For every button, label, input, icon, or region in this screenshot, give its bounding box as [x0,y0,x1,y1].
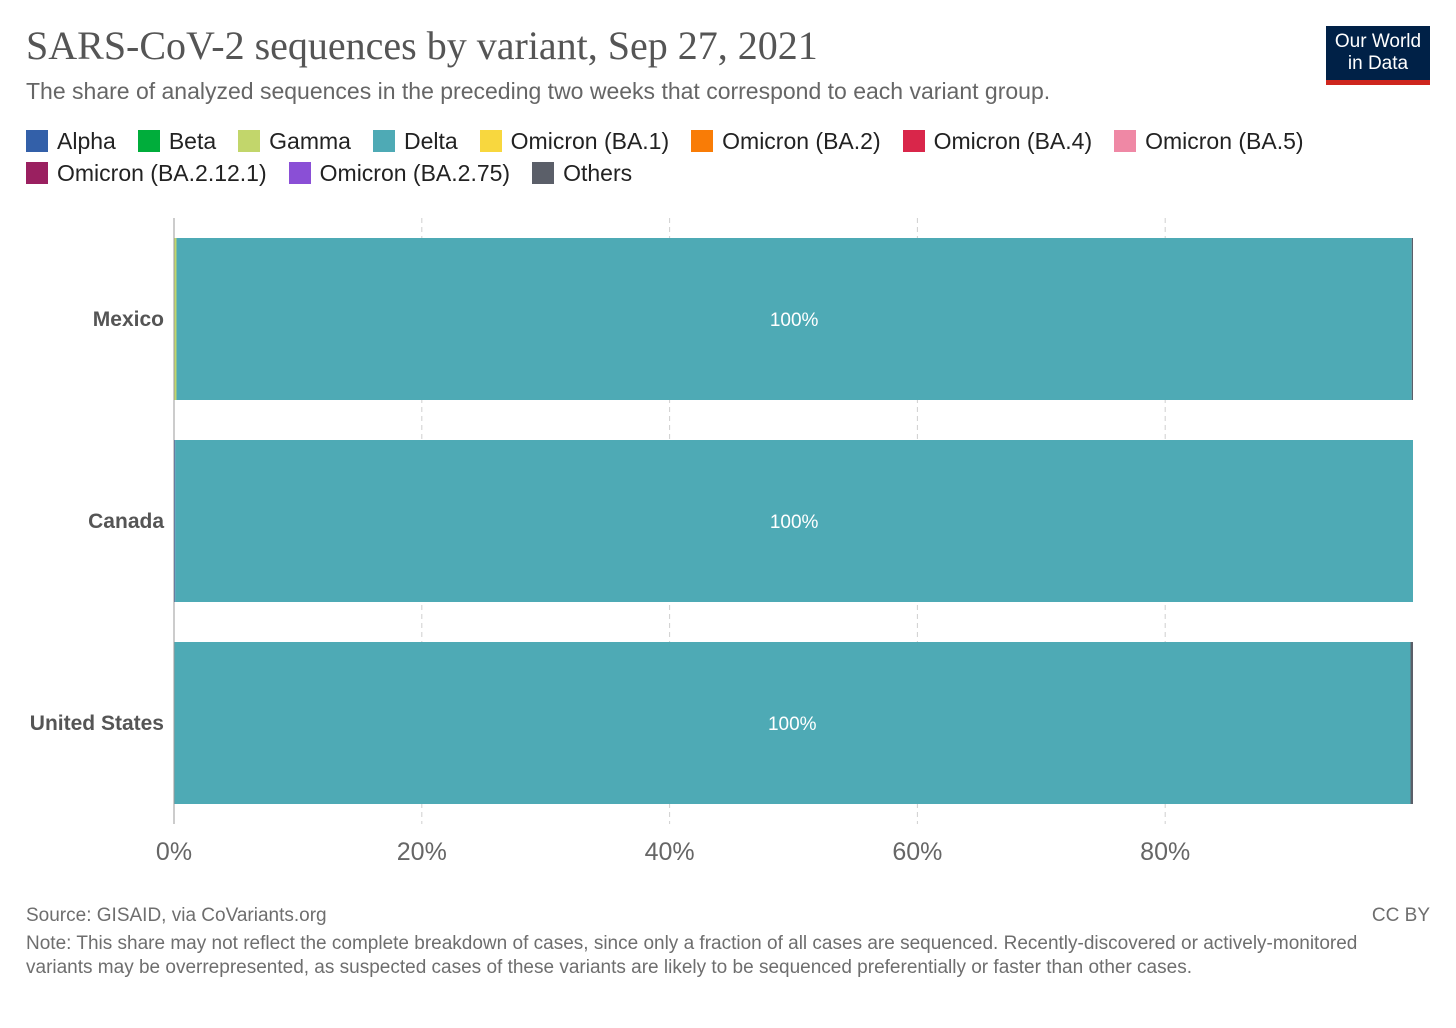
x-tick-label: 20% [397,838,447,866]
chart-subtitle: The share of analyzed sequences in the p… [26,78,1051,104]
legend-label: Omicron (BA.2.12.1) [57,159,267,186]
legend-item[interactable]: Omicron (BA.5) [1114,127,1304,154]
legend-label: Alpha [57,127,116,154]
logo-line-1: Our World [1334,31,1422,52]
chart-title: SARS-CoV-2 sequences by variant, Sep 27,… [26,23,818,68]
legend-swatch [532,162,555,184]
source-note: Source: GISAID, via CoVariants.org [26,905,327,926]
legend-label: Omicron (BA.2.75) [319,159,511,186]
legend-swatch [238,130,261,152]
bar-segment[interactable] [174,440,176,602]
legend-swatch [137,130,160,152]
legend-swatch [479,130,502,152]
legend-swatch [288,162,311,184]
legend-item[interactable]: Alpha [26,128,116,154]
legend-label: Omicron (BA.1) [510,127,670,154]
owid-logo[interactable]: Our World in Data [1326,26,1430,85]
legend-swatch [691,130,714,152]
bar-segment[interactable] [174,642,1411,804]
data-label: 100% [768,714,817,735]
category-label: Mexico [93,308,164,331]
legend-item[interactable]: Omicron (BA.2.12.1) [26,160,267,186]
legend: Alpha Beta Gamma Delta Omicron (BA.1) Omicron… [26,128,1426,186]
legend-label: Beta [168,127,217,154]
footnote: Note: This share may not reflect the com… [26,933,1358,978]
legend-label: Omicron (BA.2) [722,127,881,154]
legend-swatch [1114,130,1137,152]
bar-segment[interactable] [1411,238,1413,400]
legend-item[interactable]: Others [532,160,632,186]
legend-label: Omicron (BA.4) [933,127,1093,154]
bar-segment[interactable] [1410,642,1413,804]
legend-label: Gamma [269,127,351,154]
bar-segment[interactable] [176,238,1412,400]
bar-segment[interactable] [174,238,177,400]
data-label: 100% [770,310,819,331]
legend-swatch [26,130,48,152]
logo-line-2: in Data [1347,53,1409,74]
legend-swatch [372,130,395,152]
legend-item[interactable]: Omicron (BA.2.75) [288,159,511,186]
legend-label: Omicron (BA.5) [1145,127,1304,154]
x-tick-label: 80% [1140,838,1190,866]
legend-item[interactable]: Omicron (BA.2) [691,127,881,154]
x-tick-label: 60% [892,838,942,866]
category-label: United States [30,712,164,735]
legend-item[interactable]: Omicron (BA.1) [479,127,670,154]
x-tick-label: 0% [156,838,192,866]
legend-label: Others [563,159,633,186]
legend-item[interactable]: Delta [372,127,458,154]
x-tick-label: 40% [645,838,695,866]
legend-item[interactable]: Gamma [238,128,351,154]
bar-chart: Mexico 100% Canada 100% United States 100% 0% 2… [30,218,1413,866]
legend-swatch [26,162,48,184]
license-link[interactable]: CC BY [1371,905,1430,926]
data-label: 100% [770,512,819,533]
legend-item[interactable]: Omicron (BA.4) [902,127,1093,154]
legend-label: Delta [403,127,458,154]
legend-item[interactable]: Beta [137,127,217,154]
category-label: Canada [88,510,164,533]
legend-swatch [902,130,925,152]
bar-segment[interactable] [175,440,1413,602]
